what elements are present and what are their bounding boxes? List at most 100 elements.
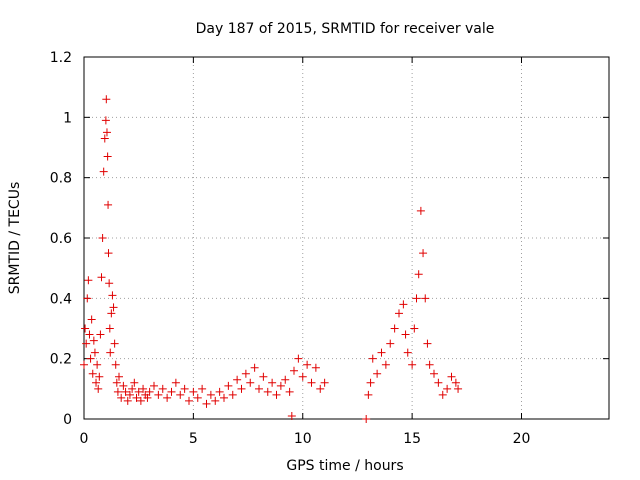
x-tick-label: 15 [403,431,421,447]
data-point [401,330,410,339]
data-point [145,387,154,396]
data-point [103,152,112,161]
data-point [250,363,259,372]
data-point [139,384,148,393]
data-point [447,372,456,381]
data-point [263,387,272,396]
data-point [105,324,114,333]
data-point [373,369,382,378]
data-point [107,309,116,318]
data-point [125,390,134,399]
data-point [241,369,250,378]
data-point [163,393,172,402]
data-point [130,378,139,387]
data-point [89,336,98,345]
data-point [134,387,143,396]
data-point [132,393,141,402]
data-point [154,390,163,399]
data-point [121,387,130,396]
data-point [414,270,423,279]
data-point [193,393,202,402]
data-point [408,360,417,369]
data-point [82,339,91,348]
data-point [88,369,97,378]
data-point [246,378,255,387]
data-point [93,360,102,369]
data-point [109,303,118,312]
data-point [101,116,110,125]
data-point [290,366,298,375]
data-point [110,339,119,348]
data-point [399,300,408,309]
data-point [233,375,242,384]
y-tick-label: 0.4 [50,291,72,307]
data-point [113,387,122,396]
y-tick-label: 0.6 [50,231,72,247]
data-point [259,372,268,381]
data-point [307,378,316,387]
data-point [421,294,430,303]
data-point [368,354,377,363]
data-point [106,348,115,357]
data-point [412,294,421,303]
data-point [189,387,198,396]
x-tick-label: 5 [189,431,198,447]
data-point [423,339,432,348]
data-point [268,378,277,387]
x-tick-label: 20 [513,431,531,447]
data-point [228,390,237,399]
data-point [128,384,137,393]
data-point [95,372,104,381]
data-point [171,378,180,387]
data-point [362,415,371,423]
data-point [94,384,103,393]
data-point [303,360,312,369]
data-point [167,387,176,396]
data-point [85,330,94,339]
y-tick-label: 0 [63,412,72,428]
data-point [451,378,460,387]
data-point [115,372,123,381]
data-point [185,396,193,405]
data-point [320,378,329,387]
data-point [276,381,285,390]
data-point [136,396,145,405]
data-point [281,375,290,384]
data-point [90,348,99,357]
data-point [294,354,303,363]
grid-layer [84,57,609,419]
data-point [84,276,93,285]
data-point [316,384,325,393]
data-point [99,167,108,176]
data-point [430,369,438,378]
data-point [298,372,307,381]
data-point [434,378,443,387]
data-point [224,381,233,390]
data-point [381,360,390,369]
data-point [119,381,128,390]
data-point [443,384,452,393]
data-point [87,315,96,324]
data-point [377,348,386,357]
data-point [102,128,111,137]
data-point [81,324,90,333]
data-point [285,387,294,396]
data-point [198,384,207,393]
y-tick-label: 1.2 [50,50,72,66]
x-axis-title: GPS time / hours [286,458,403,474]
chart-title: Day 187 of 2015, SRMTID for receiver val… [196,21,495,37]
data-point [220,393,228,402]
data-point [98,234,107,242]
data-point [364,390,373,399]
data-point [390,324,399,333]
data-point [102,95,111,104]
data-point [211,396,220,405]
data-point [180,384,189,393]
data-point [111,360,120,369]
data-points [80,95,463,423]
data-point [425,360,434,369]
data-point [83,294,92,303]
data-point [202,399,211,408]
data-point [410,324,419,333]
data-point [176,390,185,399]
